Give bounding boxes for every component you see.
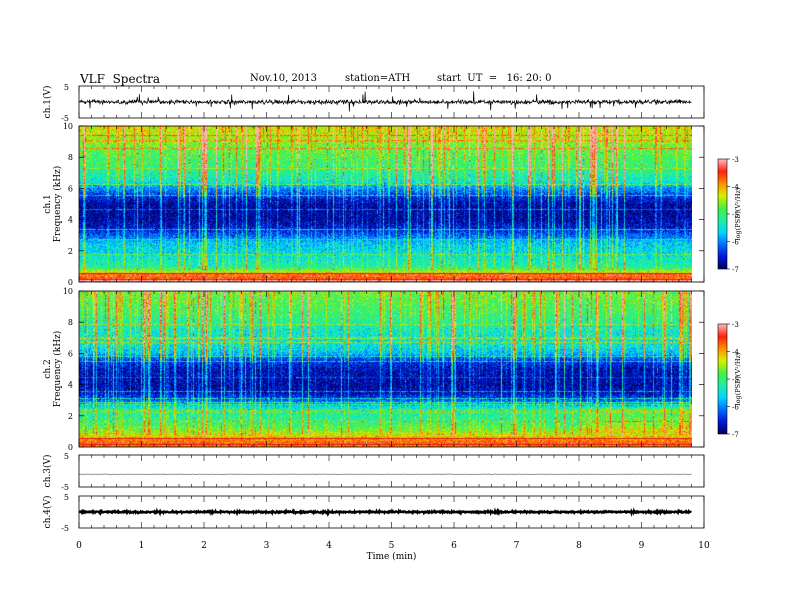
y-tick-label: -5: [61, 483, 69, 492]
colorbar-tick-label: -3: [732, 156, 739, 164]
y-tick-label: -5: [61, 114, 69, 123]
ch1-waveform-label: ch.1(V): [42, 86, 53, 119]
y-tick-label: 5: [64, 83, 69, 92]
frequency-tick-label: 4: [68, 381, 73, 390]
time-tick-label: 3: [264, 541, 270, 551]
colorbar-tick-label: -4: [732, 349, 739, 357]
spectrogram-1-image: [79, 126, 692, 282]
time-tick-label: 9: [639, 541, 645, 551]
time-tick-label: 1: [139, 541, 145, 551]
time-tick-label: 4: [326, 541, 332, 551]
frequency-axis-label: Frequency (kHz): [52, 166, 63, 243]
colorbar-1-image: [718, 159, 727, 269]
y-tick-label: -5: [61, 524, 69, 533]
time-tick-label: 6: [451, 541, 457, 551]
start-time-label: start UT = 16: 20: 0: [437, 73, 552, 84]
colorbar-tick-label: -3: [732, 321, 739, 329]
spectrogram-2-image: [79, 291, 692, 447]
frequency-tick-label: 2: [68, 247, 73, 256]
frequency-tick-label: 4: [68, 216, 73, 225]
spectrogram-channel-label: ch.2: [43, 359, 53, 378]
frequency-tick-label: 6: [68, 184, 73, 193]
colorbar-2-image: [718, 324, 727, 434]
time-axis-label: Time (min): [367, 551, 417, 562]
colorbar-label: log(PSD)(V²/Hz): [734, 187, 742, 240]
frequency-tick-label: 8: [68, 153, 73, 162]
colorbar-tick-label: -4: [732, 184, 739, 192]
colorbar-label: log(PSD)(V²/Hz): [734, 352, 742, 405]
time-tick-label: 0: [76, 541, 82, 551]
time-tick-label: 5: [389, 541, 395, 551]
time-tick-label: 2: [201, 541, 207, 551]
frequency-tick-label: 10: [63, 287, 73, 296]
colorbar-tick-label: -7: [732, 266, 739, 274]
frequency-tick-label: 2: [68, 412, 73, 421]
spectrogram-channel-label: ch.1: [43, 194, 53, 213]
colorbar-tick-label: -5: [732, 376, 739, 384]
ch3-waveform-label: ch.3(V): [42, 455, 53, 488]
frequency-tick-label: 6: [68, 349, 73, 358]
y-tick-label: 5: [64, 452, 69, 461]
colorbar-tick-label: -6: [732, 404, 739, 412]
frequency-tick-label: 10: [63, 122, 73, 131]
frequency-tick-label: 0: [68, 443, 73, 452]
y-tick-label: 5: [64, 493, 69, 502]
figure-title: VLF Spectra: [80, 72, 161, 86]
date-label: Nov.10, 2013: [250, 73, 317, 84]
colorbar-tick-label: -5: [732, 211, 739, 219]
colorbar-tick-label: -6: [732, 239, 739, 247]
time-tick-label: 8: [576, 541, 582, 551]
ch3-waveform-trace: [78, 473, 692, 475]
frequency-tick-label: 8: [68, 318, 73, 327]
ch4-waveform-label: ch.4(V): [42, 496, 53, 529]
frequency-tick-label: 0: [68, 278, 73, 287]
ch1-waveform-trace: [78, 91, 692, 112]
time-tick-label: 10: [698, 541, 710, 551]
station-label: station=ATH: [345, 73, 411, 84]
time-tick-label: 7: [514, 541, 520, 551]
ch4-waveform-trace: [78, 507, 692, 518]
frequency-axis-label: Frequency (kHz): [52, 331, 63, 408]
colorbar-tick-label: -7: [732, 431, 739, 439]
